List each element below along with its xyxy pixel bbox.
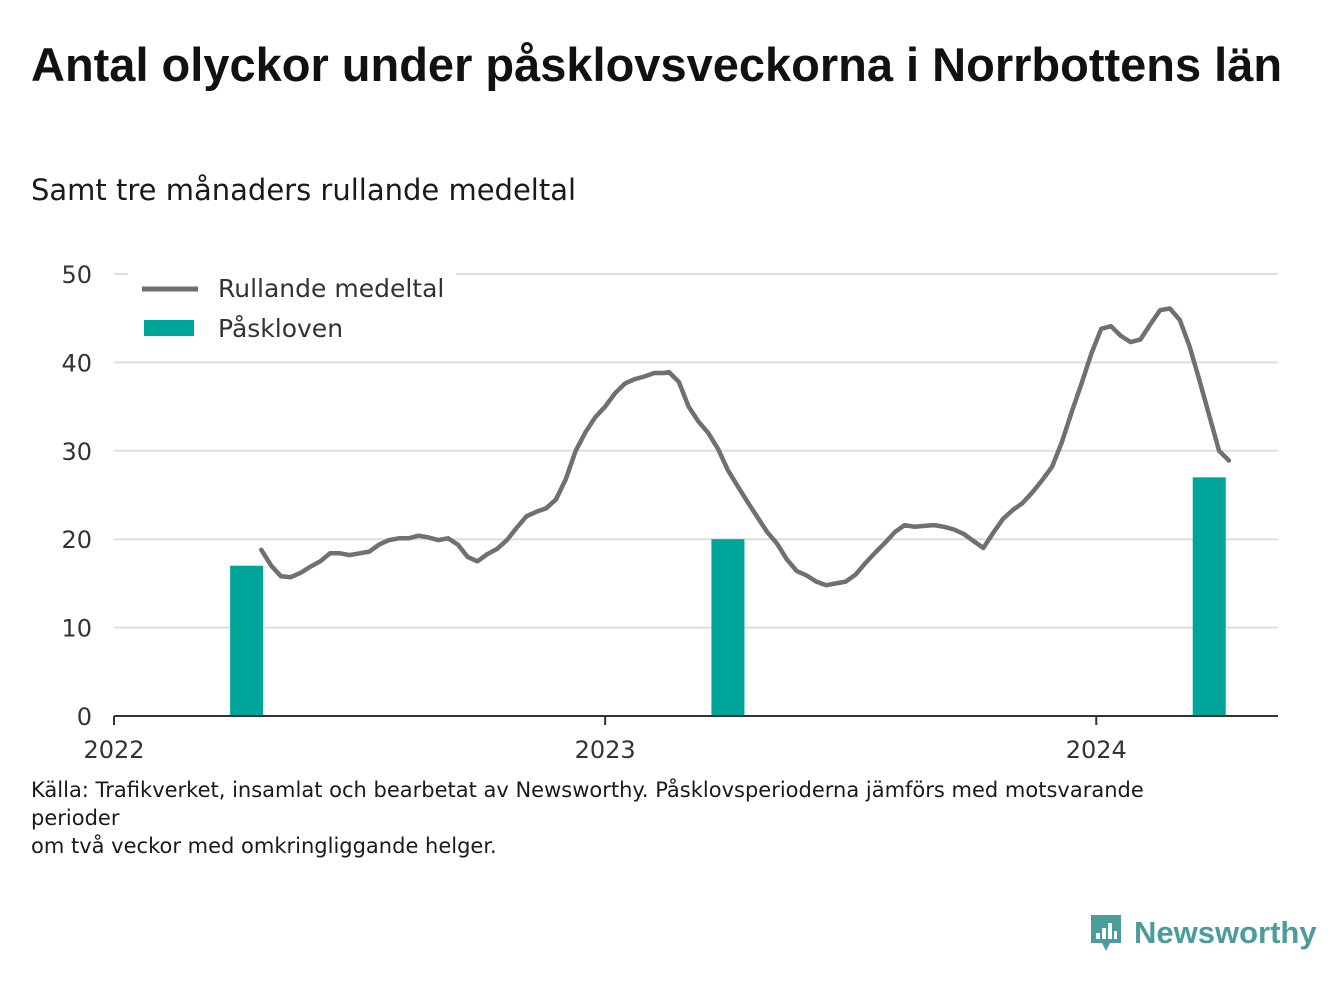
legend: Rullande medeltal Påskloven xyxy=(128,268,456,354)
x-tick-label-2022: 2022 xyxy=(83,736,144,764)
brand-name: Newsworthy xyxy=(1134,915,1317,950)
brand-logo[interactable]: Newsworthy xyxy=(1088,910,1317,956)
bar-paskloven-0 xyxy=(230,565,264,716)
chart-canvas: 0 10 20 30 40 50 2022 2023 2024 Rullande medelta… xyxy=(61,261,1278,764)
footnote-line-1: Källa: Trafikverket, insamlat och bearbe… xyxy=(31,778,1144,830)
legend-background xyxy=(128,268,456,354)
newsworthy-logo-icon xyxy=(1091,915,1121,951)
y-tick-label-20: 20 xyxy=(61,526,92,554)
source-footnote: Källa: Trafikverket, insamlat och bearbe… xyxy=(31,776,1231,860)
line-series xyxy=(259,306,1232,588)
y-tick-label-10: 10 xyxy=(61,615,92,643)
y-tick-label-40: 40 xyxy=(61,349,92,377)
line-rullande-medeltal xyxy=(259,306,1232,588)
axes: 0 10 20 30 40 50 2022 2023 2024 xyxy=(61,261,1278,764)
legend-label-line: Rullande medeltal xyxy=(218,274,444,303)
bar-series xyxy=(230,477,1226,716)
chart-title: Antal olyckor under påsklovsveckorna i N… xyxy=(31,38,1283,91)
x-tick-label-2023: 2023 xyxy=(575,736,636,764)
y-tick-label-0: 0 xyxy=(77,703,92,731)
legend-bar-swatch xyxy=(144,320,194,336)
footnote-line-2: om två veckor med omkringliggande helger… xyxy=(31,834,497,858)
bar-paskloven-2 xyxy=(1192,477,1226,716)
x-tick-label-2024: 2024 xyxy=(1066,736,1127,764)
y-tick-label-50: 50 xyxy=(61,261,92,289)
y-tick-label-30: 30 xyxy=(61,438,92,466)
bar-paskloven-1 xyxy=(711,539,745,716)
chart-subtitle: Samt tre månaders rullande medeltal xyxy=(31,173,577,207)
legend-label-bar: Påskloven xyxy=(218,314,343,343)
